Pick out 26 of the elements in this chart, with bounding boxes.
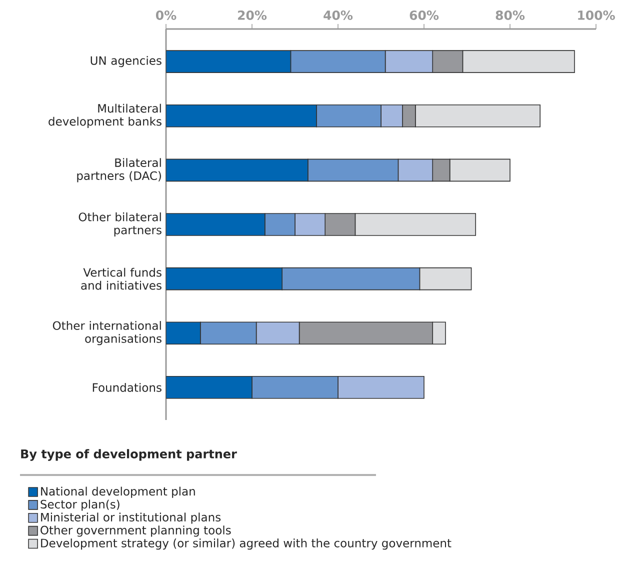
bar [166,104,317,128]
legend-label: National development plan [41,486,195,498]
bar [166,267,283,290]
y-tick-label: UN agencies [90,56,162,68]
legend-label: Ministerial or institutional plans [41,512,221,524]
x-tick-label: 40% [324,10,353,20]
y-tick-label: Other international organisations [52,321,162,346]
legend-label: Development strategy (or similar) agreed with the country government [41,538,452,550]
y-tick-label: Other bilateral partners [78,212,162,237]
x-tick-label: 60% [410,10,439,20]
legend-label: Other government planning tools [40,526,231,537]
bar [166,50,292,73]
x-tick-label: 80% [496,10,525,20]
x-tick-label: 0% [156,10,176,20]
legend-label: Sector plan(s) [40,500,120,511]
y-tick-label: Vertical funds and initiatives [81,268,162,290]
x-tick-label: 20% [238,10,267,20]
x-tick-label: 100% [578,10,615,20]
bar [166,213,266,236]
legend-title: By type of development partner [21,449,237,461]
bar [166,376,252,399]
y-tick-label: Multilateral development banks [48,104,162,128]
y-tick-label: Bilateral partners (DAC) [77,158,161,182]
y-tick-label: Foundations [92,382,162,392]
bar [166,322,201,344]
bar [166,158,308,182]
